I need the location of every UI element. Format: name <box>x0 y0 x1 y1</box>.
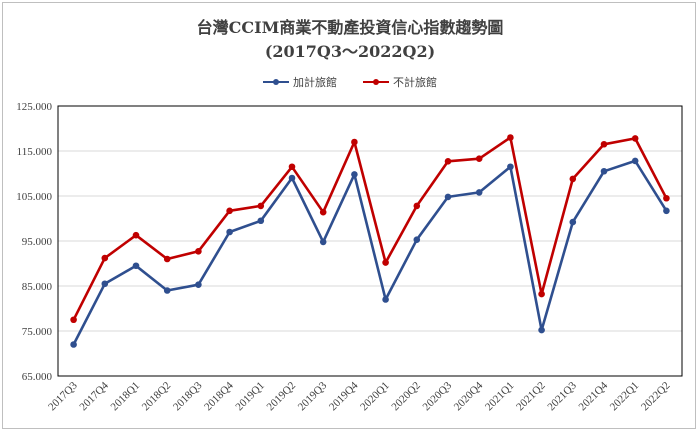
x-tick-label: 2017Q3 <box>46 379 80 413</box>
data-point-series-2 <box>507 134 514 141</box>
data-point-series-2 <box>382 259 389 266</box>
data-point-series-1 <box>257 217 265 225</box>
x-tick-label: 2018Q3 <box>171 379 205 413</box>
data-point-series-2 <box>226 207 233 215</box>
data-point-series-2 <box>444 158 452 165</box>
x-tick-label: 2022Q1 <box>608 380 642 414</box>
series-line-1 <box>72 159 668 346</box>
data-point-series-2 <box>569 175 577 183</box>
data-point-series-2 <box>101 254 109 262</box>
x-tick-label: 2020Q3 <box>421 379 455 413</box>
x-tick-label: 2020Q4 <box>452 379 486 413</box>
y-tick-label: 75.000 <box>22 326 53 338</box>
legend-label-series-1: 加計旅館 <box>293 76 337 89</box>
x-tick-label: 2021Q3 <box>545 379 579 413</box>
chart-title: 台灣CCIM商業不動產投資信心指數趨勢圖 <box>196 18 504 37</box>
x-tick-label: 2020Q2 <box>389 380 423 414</box>
legend: 加計旅館 不計旅館 <box>0 74 700 90</box>
x-tick-label: 2018Q1 <box>109 380 143 414</box>
x-tick-label: 2017Q4 <box>77 379 111 413</box>
data-point-series-2 <box>413 202 421 210</box>
data-point-series-1 <box>444 193 452 201</box>
data-point-series-2 <box>319 208 327 216</box>
data-point-series-1 <box>538 326 545 334</box>
x-tick-label: 2019Q4 <box>327 379 361 413</box>
x-tick-label: 2022Q2 <box>639 380 673 414</box>
series-line-2 <box>72 136 668 321</box>
chart-subtitle: (2017Q3～2022Q2) <box>264 42 436 61</box>
data-point-series-1 <box>163 287 171 294</box>
x-tick-label: 2019Q2 <box>265 380 299 414</box>
data-point-series-1 <box>475 189 483 196</box>
data-point-series-1 <box>70 341 77 348</box>
data-point-series-2 <box>70 316 77 324</box>
data-point-series-1 <box>226 228 233 236</box>
x-tick-label: 2020Q1 <box>358 380 392 414</box>
y-tick-label: 125.000 <box>16 101 52 113</box>
legend-item-series-2: 不計旅館 <box>363 74 437 90</box>
y-tick-label: 65.000 <box>22 371 53 383</box>
data-point-series-1 <box>569 218 577 226</box>
data-point-series-1 <box>132 262 140 270</box>
x-tick-label: 2021Q4 <box>577 379 611 413</box>
data-point-series-1 <box>507 163 514 171</box>
data-point-series-2 <box>600 140 608 148</box>
data-point-series-1 <box>319 238 327 246</box>
legend-label-series-2: 不計旅館 <box>393 76 437 89</box>
data-point-series-2 <box>351 138 358 146</box>
legend-item-series-1: 加計旅館 <box>263 74 337 90</box>
data-point-series-1 <box>413 236 421 243</box>
x-tick-label: 2018Q2 <box>140 380 174 414</box>
y-tick-label: 115.000 <box>17 146 53 158</box>
data-point-series-2 <box>631 135 639 142</box>
chart-frame <box>2 2 696 429</box>
plot-area <box>57 105 683 377</box>
data-point-series-2 <box>132 231 140 239</box>
data-point-series-2 <box>257 202 265 210</box>
data-point-series-1 <box>663 207 670 215</box>
y-tick-label: 105.000 <box>16 191 52 203</box>
data-point-series-2 <box>163 255 171 263</box>
data-point-series-1 <box>600 167 608 175</box>
y-tick-label: 95.000 <box>22 236 53 248</box>
data-point-series-1 <box>351 171 358 178</box>
x-tick-label: 2021Q2 <box>514 380 548 414</box>
data-point-series-2 <box>538 290 545 298</box>
x-tick-label: 2019Q1 <box>233 380 267 414</box>
data-point-series-1 <box>101 280 109 288</box>
data-point-series-2 <box>663 194 670 202</box>
data-point-series-1 <box>631 157 639 165</box>
x-tick-label: 2018Q4 <box>202 379 236 413</box>
x-tick-label: 2019Q3 <box>296 379 330 413</box>
legend-swatch-series-1 <box>263 77 289 87</box>
x-tick-label: 2021Q1 <box>483 380 517 414</box>
data-point-series-2 <box>475 155 483 162</box>
data-point-series-2 <box>195 248 202 255</box>
data-point-series-1 <box>195 281 202 288</box>
data-point-series-1 <box>382 296 389 303</box>
data-point-series-1 <box>288 174 296 182</box>
data-point-series-2 <box>288 163 296 171</box>
y-tick-label: 85.000 <box>22 281 53 293</box>
legend-swatch-series-2 <box>363 77 389 87</box>
